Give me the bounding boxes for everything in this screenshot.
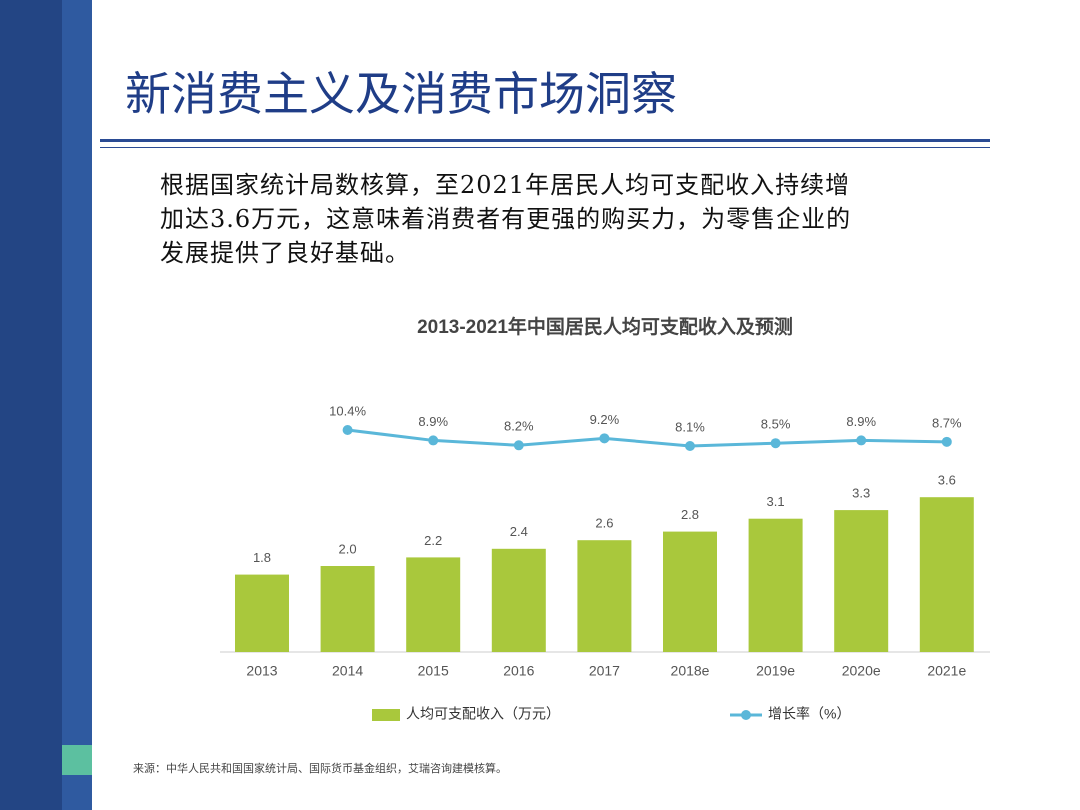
data-label: 2.2 bbox=[424, 533, 442, 548]
x-tick-label: 2020e bbox=[842, 663, 881, 679]
bar bbox=[235, 574, 289, 652]
x-tick-label: 2015 bbox=[418, 663, 449, 679]
bar bbox=[491, 548, 546, 652]
rule bbox=[100, 147, 990, 148]
paragraph: 根据国家统计局数核算，至2021年居民人均可支配收入持续增 加达3.6万元，这意… bbox=[160, 168, 851, 270]
data-label: 8.7% bbox=[932, 415, 962, 430]
data-label: 3.3 bbox=[852, 486, 870, 501]
line-point bbox=[342, 425, 353, 435]
data-label: 10.4% bbox=[329, 403, 366, 418]
line-point bbox=[685, 441, 695, 451]
chart-title: 2013-2021年中国居民人均可支配收入及预测 bbox=[417, 315, 793, 338]
data-label: 1.8 bbox=[253, 550, 271, 565]
line-point bbox=[599, 433, 610, 444]
line-point bbox=[941, 436, 952, 447]
x-tick-label: 2013 bbox=[246, 663, 277, 679]
bar bbox=[834, 510, 889, 652]
data-label: 2.6 bbox=[595, 516, 613, 531]
x-tick-label: 2017 bbox=[589, 663, 620, 679]
legend-swatch bbox=[372, 709, 400, 721]
side-accent bbox=[62, 745, 92, 775]
legend-swatch bbox=[741, 710, 751, 720]
data-label: 2.0 bbox=[339, 541, 357, 556]
slide-title: 新消费主义及消费市场洞察 bbox=[125, 67, 677, 121]
data-label: 8.9% bbox=[846, 414, 876, 429]
bar bbox=[577, 540, 632, 652]
paragraph-line: 加达3.6万元，这意味着消费者有更强的购买力，为零售企业的 bbox=[160, 205, 852, 233]
legend-label: 人均可支配收入（万元） bbox=[406, 706, 560, 722]
paragraph-line: 发展提供了良好基础。 bbox=[160, 239, 410, 267]
x-tick-label: 2019e bbox=[756, 663, 795, 679]
data-label: 3.1 bbox=[767, 494, 785, 509]
legend-label: 增长率（%） bbox=[768, 706, 850, 722]
data-label: 8.1% bbox=[675, 419, 705, 434]
line-point bbox=[856, 435, 867, 446]
line-point bbox=[513, 440, 524, 451]
data-label: 3.6 bbox=[938, 473, 956, 488]
bar bbox=[919, 497, 974, 652]
data-label: 2.4 bbox=[510, 524, 528, 539]
side-band bbox=[62, 0, 92, 810]
line-point bbox=[770, 438, 781, 449]
source-note: 来源：中华人民共和国国家统计局、国际货币基金组织，艾瑞咨询建模核算。 bbox=[133, 763, 507, 775]
bar bbox=[406, 557, 461, 652]
data-label: 8.9% bbox=[418, 414, 448, 429]
data-label: 8.5% bbox=[761, 417, 791, 432]
x-tick-label: 2018e bbox=[671, 663, 710, 679]
x-tick-label: 2014 bbox=[332, 663, 363, 679]
bar bbox=[320, 566, 375, 652]
x-tick-label: 2016 bbox=[503, 663, 534, 679]
bar bbox=[748, 518, 803, 652]
bar bbox=[663, 531, 717, 652]
paragraph-line: 根据国家统计局数核算，至2021年居民人均可支配收入持续增 bbox=[160, 171, 851, 199]
data-label: 9.2% bbox=[590, 412, 620, 427]
x-tick-label: 2021e bbox=[927, 663, 966, 679]
line bbox=[347, 428, 947, 448]
line-point bbox=[428, 435, 439, 446]
rule bbox=[100, 139, 990, 142]
data-label: 8.2% bbox=[504, 419, 534, 434]
data-label: 2.8 bbox=[681, 507, 699, 522]
